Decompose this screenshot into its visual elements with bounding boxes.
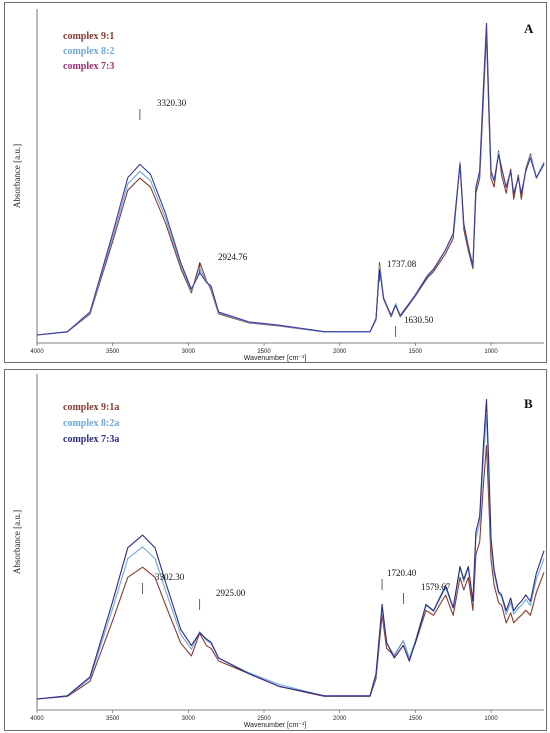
x-tick-label: 1500 (409, 349, 423, 355)
y-axis-label: Absorbance [a.u.] (12, 510, 22, 574)
spectrum-panel-b: 4000 3500 3000 2500 2000 1500 1000 Wavenumber [… (4, 369, 547, 731)
x-tick-label: 2000 (333, 716, 347, 722)
ftir-chart-b: 4000 3500 3000 2500 2000 1500 1000 Wavenumber [… (12, 374, 545, 729)
series-line-2 (36, 414, 545, 700)
x-axis-label: Wavenumber [cm⁻¹] (244, 722, 307, 729)
x-tick-label: 3000 (182, 716, 196, 722)
legend-entry-1: complex 9:1a (63, 402, 119, 413)
peak-label: 1720.40 (387, 568, 417, 578)
y-axis-label: Absorbance [a.u.] (12, 144, 22, 208)
x-tick-label: 3000 (182, 349, 196, 355)
x-tick-label: 2000 (333, 349, 347, 355)
x-tick-label: 1500 (409, 716, 423, 722)
peak-label: 3320.30 (157, 98, 187, 108)
x-tick-label: 1000 (484, 716, 498, 722)
series-line-3 (36, 22, 545, 336)
spectrum-panel-a: 4000 3500 3000 2500 2000 1500 1000 Wavenumber [… (4, 2, 547, 363)
peak-label: 2924.76 (218, 252, 248, 262)
series-line-1 (36, 444, 545, 700)
legend-entry-3: complex 7:3a (63, 434, 119, 445)
x-tick-label: 4000 (30, 716, 44, 722)
x-tick-label: 2500 (257, 349, 271, 355)
ftir-chart-a: 4000 3500 3000 2500 2000 1500 1000 Wavenumber [… (12, 9, 545, 362)
legend-entry-2: complex 8:2 (63, 46, 114, 57)
x-tick-label: 2500 (257, 716, 271, 722)
legend-entry-1: complex 9:1 (63, 31, 114, 42)
x-tick-label: 4000 (30, 349, 44, 355)
peak-label: 1579.67 (421, 582, 451, 592)
series-line-1 (36, 32, 545, 336)
x-tick-label: 3500 (106, 349, 120, 355)
peak-label: 2925.00 (216, 588, 246, 598)
peak-label: 1737.08 (387, 259, 417, 269)
x-tick-label: 3500 (106, 716, 120, 722)
series-line-2 (36, 25, 545, 336)
peak-label: 1630.50 (404, 315, 434, 325)
series-line-3 (36, 398, 545, 700)
legend-entry-3: complex 7:3 (63, 61, 114, 72)
peak-label: 3302.30 (155, 572, 185, 582)
panel-letter: A (524, 21, 534, 36)
legend-entry-2: complex 8:2a (63, 418, 119, 429)
panel-letter: B (524, 396, 533, 411)
x-tick-label: 1000 (484, 349, 498, 355)
x-axis-label: Wavenumber [cm⁻¹] (244, 355, 307, 362)
